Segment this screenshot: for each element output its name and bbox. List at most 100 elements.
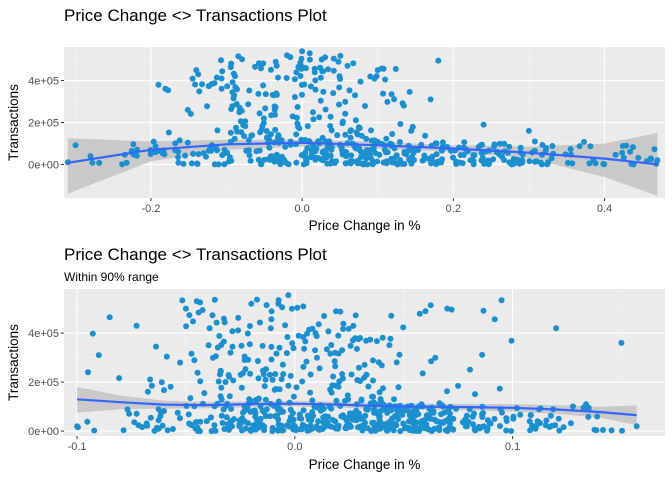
scatter-point	[633, 423, 640, 430]
scatter-point	[335, 383, 342, 390]
scatter-point	[298, 426, 305, 433]
scatter-point	[324, 160, 331, 167]
scatter-point	[225, 372, 232, 378]
scatter-point	[421, 152, 428, 159]
scatter-point	[304, 123, 311, 130]
scatter-point	[380, 385, 386, 392]
scatter-point	[284, 422, 291, 429]
scatter-point	[238, 384, 245, 391]
scatter-point	[280, 408, 287, 415]
scatter-point	[467, 366, 473, 373]
scatter-point	[167, 383, 174, 390]
scatter-point	[298, 81, 305, 88]
scatter-point	[371, 399, 377, 406]
scatter-point	[294, 304, 301, 311]
scatter-point	[337, 52, 344, 59]
scatter-point	[374, 158, 381, 165]
scatter-point	[236, 421, 243, 428]
scatter-point	[426, 155, 433, 162]
scatter-point	[268, 356, 275, 363]
scatter-point	[555, 415, 562, 422]
scatter-point	[266, 144, 273, 151]
scatter-point	[196, 88, 203, 95]
scatter-point	[106, 314, 113, 321]
scatter-point	[619, 149, 626, 156]
scatter-point	[405, 147, 412, 154]
scatter-point	[218, 412, 225, 419]
scatter-point	[219, 419, 226, 426]
scatter-point	[74, 423, 81, 430]
scatter-point	[260, 60, 267, 67]
scatter-point	[585, 405, 592, 412]
scatter-point	[491, 415, 498, 422]
scatter-point	[278, 376, 285, 383]
scatter-point	[241, 357, 248, 363]
scatter-point	[382, 76, 389, 83]
scatter-point	[211, 422, 218, 429]
chart-1-smooth-line	[67, 141, 658, 166]
scatter-point	[267, 325, 274, 332]
scatter-point	[335, 425, 341, 432]
scatter-point	[337, 308, 344, 315]
scatter-point	[175, 159, 182, 166]
scatter-point	[293, 159, 300, 166]
scatter-point	[222, 149, 229, 156]
scatter-point	[254, 296, 260, 303]
scatter-point	[343, 425, 350, 432]
scatter-point	[372, 427, 379, 434]
scatter-point	[397, 121, 404, 127]
scatter-point	[235, 314, 242, 321]
scatter-point	[280, 371, 287, 378]
y-tick-label: 0e+00	[28, 426, 59, 438]
scatter-point	[214, 127, 221, 134]
scatter-point	[299, 48, 306, 55]
scatter-point	[567, 420, 574, 427]
scatter-point	[290, 416, 297, 423]
scatter-point	[433, 418, 440, 425]
scatter-point	[238, 107, 245, 114]
scatter-point	[471, 410, 477, 417]
scatter-point	[315, 418, 322, 425]
y-tick-label: 2e+05	[28, 377, 59, 389]
scatter-point	[177, 359, 184, 366]
scatter-point	[293, 131, 300, 138]
scatter-point	[496, 140, 503, 147]
x-tick-label: -0.1	[68, 441, 87, 453]
scatter-point	[549, 143, 556, 149]
x-tick-label: 0.0	[287, 441, 302, 453]
scatter-point	[175, 154, 182, 161]
scatter-point	[553, 325, 560, 332]
scatter-point	[217, 393, 224, 400]
scatter-point	[608, 427, 615, 434]
scatter-point	[153, 343, 159, 350]
scatter-point	[204, 103, 210, 110]
scatter-point	[246, 341, 253, 348]
scatter-point	[619, 427, 625, 434]
scatter-point	[147, 151, 154, 157]
scatter-point	[271, 92, 278, 99]
scatter-point	[89, 330, 96, 337]
scatter-point	[208, 414, 214, 421]
scatter-point	[259, 342, 266, 349]
scatter-point	[352, 312, 359, 319]
scatter-point	[510, 156, 517, 162]
scatter-point	[420, 157, 427, 163]
scatter-point	[84, 418, 91, 425]
scatter-point	[188, 422, 195, 429]
scatter-point	[312, 77, 319, 84]
scatter-point	[387, 335, 394, 342]
scatter-point	[228, 405, 235, 412]
scatter-point	[299, 421, 306, 428]
scatter-point	[386, 422, 393, 429]
scatter-point	[241, 133, 248, 140]
scatter-point	[479, 414, 486, 420]
scatter-point	[593, 427, 600, 434]
scatter-point	[272, 111, 278, 118]
scatter-point	[369, 393, 375, 400]
scatter-point	[261, 156, 268, 163]
scatter-point	[486, 420, 493, 427]
scatter-point	[284, 334, 291, 340]
scatter-point	[260, 82, 267, 89]
scatter-point	[651, 146, 658, 153]
scatter-point	[211, 296, 218, 303]
